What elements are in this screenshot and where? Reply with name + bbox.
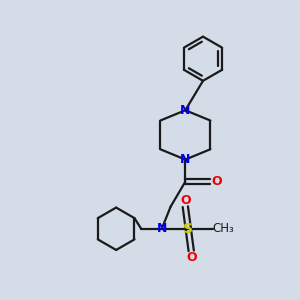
Text: O: O [211, 175, 222, 188]
Text: S: S [183, 222, 193, 236]
Text: N: N [157, 222, 167, 235]
Text: O: O [180, 194, 190, 207]
Text: CH₃: CH₃ [213, 222, 235, 235]
Text: O: O [186, 251, 196, 264]
Text: N: N [180, 153, 190, 166]
Text: N: N [180, 104, 190, 117]
